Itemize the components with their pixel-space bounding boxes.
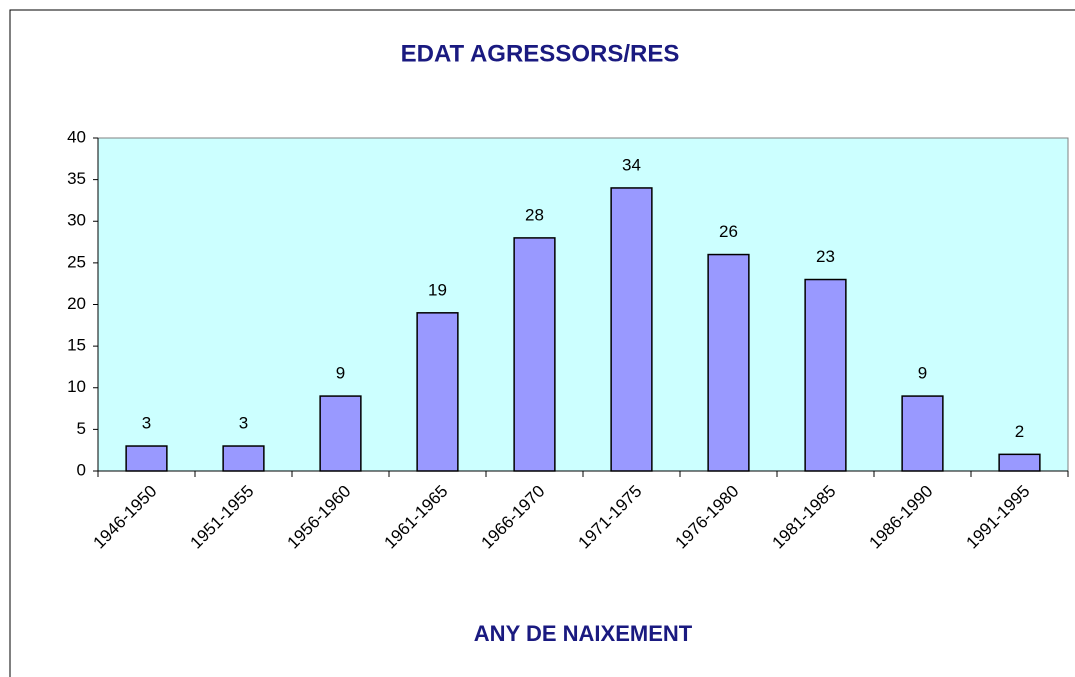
bar bbox=[901, 395, 944, 472]
data-label: 3 bbox=[239, 414, 248, 433]
data-label: 9 bbox=[918, 364, 927, 383]
bar bbox=[513, 237, 556, 472]
y-tick-label: 30 bbox=[67, 211, 86, 230]
data-label: 23 bbox=[816, 247, 835, 266]
bar bbox=[610, 187, 653, 472]
y-tick-label: 15 bbox=[67, 336, 86, 355]
chart-title: EDAT AGRESSORS/RES bbox=[401, 40, 680, 67]
y-tick-label: 10 bbox=[67, 377, 86, 396]
data-label: 2 bbox=[1015, 422, 1024, 441]
bar bbox=[319, 395, 362, 472]
bar bbox=[707, 253, 750, 472]
x-axis-title: ANY DE NAIXEMENT bbox=[474, 621, 693, 646]
data-label: 28 bbox=[525, 205, 544, 224]
y-tick-label: 20 bbox=[67, 294, 86, 313]
bar bbox=[125, 445, 168, 472]
y-tick-label: 5 bbox=[77, 419, 86, 438]
bar bbox=[416, 312, 459, 472]
bar bbox=[998, 453, 1041, 472]
data-label: 26 bbox=[719, 222, 738, 241]
y-tick-label: 0 bbox=[77, 460, 86, 479]
data-label: 3 bbox=[142, 414, 151, 433]
data-label: 19 bbox=[428, 280, 447, 299]
y-tick-label: 35 bbox=[67, 169, 86, 188]
y-tick-label: 40 bbox=[67, 127, 86, 146]
bar bbox=[222, 445, 265, 472]
y-tick-label: 25 bbox=[67, 252, 86, 271]
data-label: 9 bbox=[336, 364, 345, 383]
bar bbox=[804, 278, 847, 472]
data-label: 34 bbox=[622, 155, 641, 174]
